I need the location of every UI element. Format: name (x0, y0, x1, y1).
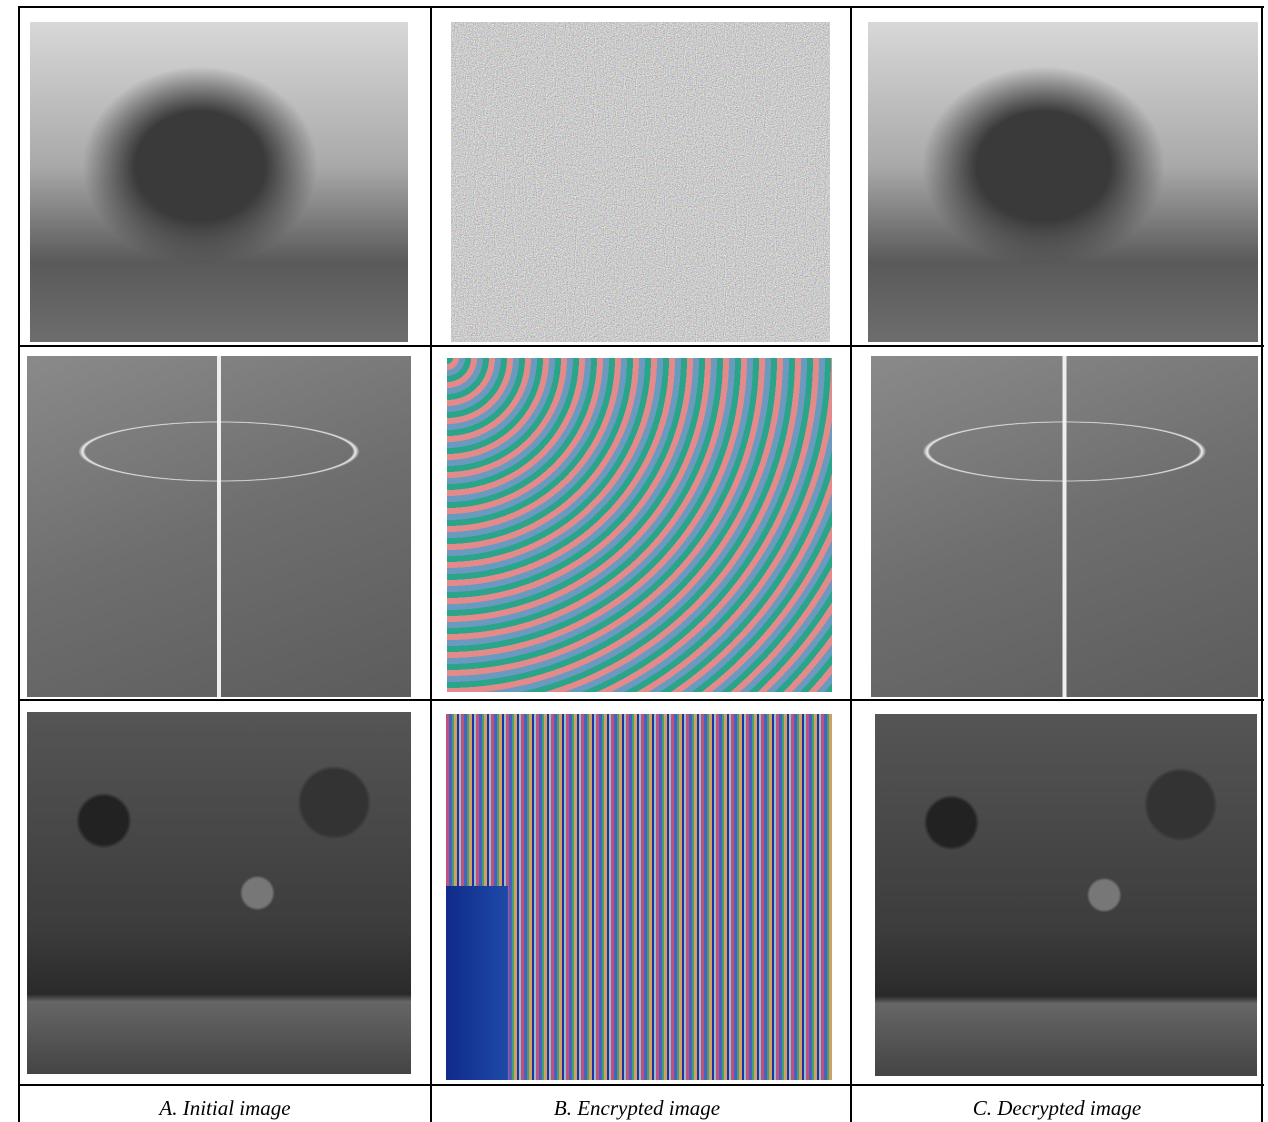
caption: C. Decrypted image (852, 1094, 1262, 1122)
initial-image (27, 712, 411, 1074)
table-border (1261, 6, 1263, 1122)
caption: A. Initial image (20, 1094, 430, 1122)
table-border (850, 6, 852, 1122)
initial-image (30, 22, 408, 342)
caption: B. Encrypted image (432, 1094, 842, 1122)
table-border (18, 6, 1264, 8)
figure: A. Initial image B. Encrypted image C. D… (0, 0, 1268, 1122)
noise (451, 22, 830, 342)
decrypted-image (871, 356, 1258, 697)
block (446, 886, 508, 1080)
encrypted-image (447, 358, 832, 692)
decrypted-image (875, 714, 1257, 1076)
table-border (18, 1084, 1264, 1086)
decrypted-image (868, 22, 1258, 342)
table-border (18, 6, 20, 1122)
encrypted-image (446, 714, 832, 1080)
initial-image (27, 356, 411, 697)
table-border (18, 699, 1264, 701)
encrypted-image (451, 22, 830, 342)
table-border (18, 345, 1264, 347)
table-border (430, 6, 432, 1122)
